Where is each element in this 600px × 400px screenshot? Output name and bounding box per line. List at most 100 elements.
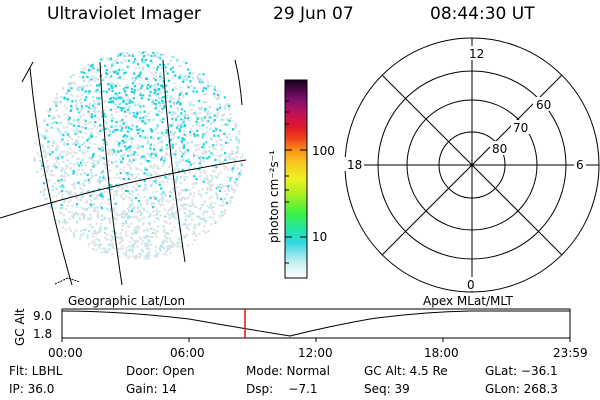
emission-pixel bbox=[224, 123, 227, 126]
emission-pixel bbox=[236, 191, 239, 194]
emission-pixel bbox=[145, 136, 148, 139]
emission-pixel bbox=[138, 82, 141, 85]
emission-pixel bbox=[41, 164, 44, 167]
emission-pixel bbox=[129, 148, 132, 151]
emission-pixel bbox=[232, 128, 235, 131]
emission-pixel bbox=[93, 80, 96, 83]
emission-pixel bbox=[182, 152, 185, 155]
emission-pixel bbox=[128, 172, 131, 176]
emission-pixel bbox=[180, 140, 183, 143]
emission-pixel bbox=[124, 214, 127, 218]
emission-pixel bbox=[225, 212, 228, 215]
emission-pixel bbox=[97, 161, 100, 164]
emission-pixel bbox=[129, 167, 133, 170]
emission-pixel bbox=[139, 87, 143, 90]
emission-pixel bbox=[121, 225, 124, 228]
emission-pixel bbox=[228, 157, 231, 160]
emission-pixel bbox=[186, 78, 189, 82]
emission-pixel bbox=[165, 129, 168, 132]
emission-pixel bbox=[111, 64, 114, 67]
emission-pixel bbox=[127, 215, 130, 218]
emission-pixel bbox=[116, 128, 119, 131]
emission-pixel bbox=[160, 58, 163, 61]
gc-altitude-status: GC Alt: 4.5 Re bbox=[364, 364, 448, 378]
emission-pixel bbox=[96, 212, 99, 215]
emission-pixel bbox=[67, 200, 70, 203]
emission-pixel bbox=[136, 113, 139, 116]
emission-pixel bbox=[138, 185, 141, 188]
emission-pixel bbox=[58, 101, 61, 104]
emission-pixel bbox=[157, 110, 160, 113]
emission-pixel bbox=[150, 155, 153, 158]
emission-pixel bbox=[141, 136, 144, 139]
emission-pixel bbox=[118, 158, 121, 161]
emission-pixel bbox=[145, 245, 148, 248]
emission-pixel bbox=[58, 220, 61, 223]
emission-pixel bbox=[179, 86, 182, 89]
emission-pixel bbox=[107, 163, 110, 166]
emission-pixel bbox=[162, 133, 165, 136]
emission-pixel bbox=[109, 132, 112, 135]
emission-pixel bbox=[79, 97, 82, 100]
emission-pixel bbox=[123, 171, 127, 174]
emission-pixel bbox=[111, 86, 114, 89]
emission-pixel bbox=[70, 137, 73, 141]
emission-pixel bbox=[191, 232, 195, 235]
emission-pixel bbox=[218, 88, 221, 91]
emission-pixel bbox=[73, 234, 76, 237]
gain-status: Gain: 14 bbox=[126, 382, 177, 396]
emission-pixel bbox=[45, 166, 48, 169]
emission-pixel bbox=[96, 210, 99, 213]
emission-pixel bbox=[116, 186, 119, 189]
emission-pixel bbox=[141, 259, 144, 260]
emission-pixel bbox=[149, 214, 152, 217]
emission-pixel bbox=[99, 226, 102, 229]
emission-pixel bbox=[60, 140, 63, 144]
emission-pixel bbox=[86, 189, 89, 192]
emission-pixel bbox=[146, 202, 149, 205]
emission-pixel bbox=[193, 132, 196, 135]
emission-pixel bbox=[194, 110, 197, 113]
emission-pixel bbox=[142, 119, 145, 123]
emission-pixel bbox=[150, 243, 153, 246]
emission-pixel bbox=[93, 241, 96, 244]
emission-pixel bbox=[136, 75, 139, 78]
emission-pixel bbox=[92, 189, 95, 192]
emission-pixel bbox=[62, 126, 65, 129]
emission-pixel bbox=[213, 88, 216, 91]
emission-pixel bbox=[106, 57, 109, 60]
emission-pixel bbox=[172, 152, 175, 155]
emission-pixel bbox=[103, 112, 106, 116]
emission-pixel bbox=[203, 152, 206, 155]
emission-pixel bbox=[143, 50, 146, 54]
emission-pixel bbox=[51, 144, 55, 147]
emission-pixel bbox=[185, 233, 188, 237]
emission-pixel bbox=[98, 179, 101, 182]
emission-pixel bbox=[136, 217, 140, 220]
emission-pixel bbox=[132, 112, 135, 115]
emission-pixel bbox=[127, 59, 130, 62]
emission-pixel bbox=[125, 93, 128, 97]
emission-pixel bbox=[87, 218, 90, 221]
emission-pixel bbox=[147, 140, 150, 143]
emission-pixel bbox=[78, 99, 81, 102]
emission-pixel bbox=[174, 74, 177, 77]
emission-pixel bbox=[214, 126, 217, 129]
emission-pixel bbox=[61, 184, 64, 187]
emission-pixel bbox=[187, 150, 190, 153]
emission-pixel bbox=[42, 146, 45, 149]
emission-pixel bbox=[142, 66, 145, 69]
emission-pixel bbox=[109, 234, 112, 237]
emission-pixel bbox=[195, 90, 199, 93]
emission-pixel bbox=[76, 162, 79, 165]
emission-pixel bbox=[56, 160, 59, 163]
emission-pixel bbox=[77, 168, 80, 171]
emission-pixel bbox=[166, 212, 169, 215]
emission-pixel bbox=[167, 141, 171, 144]
emission-pixel bbox=[184, 113, 187, 117]
emission-pixel bbox=[193, 112, 196, 115]
emission-pixel bbox=[181, 151, 184, 154]
emission-pixel bbox=[237, 141, 240, 144]
emission-pixel bbox=[191, 182, 194, 186]
emission-pixel bbox=[96, 231, 99, 234]
